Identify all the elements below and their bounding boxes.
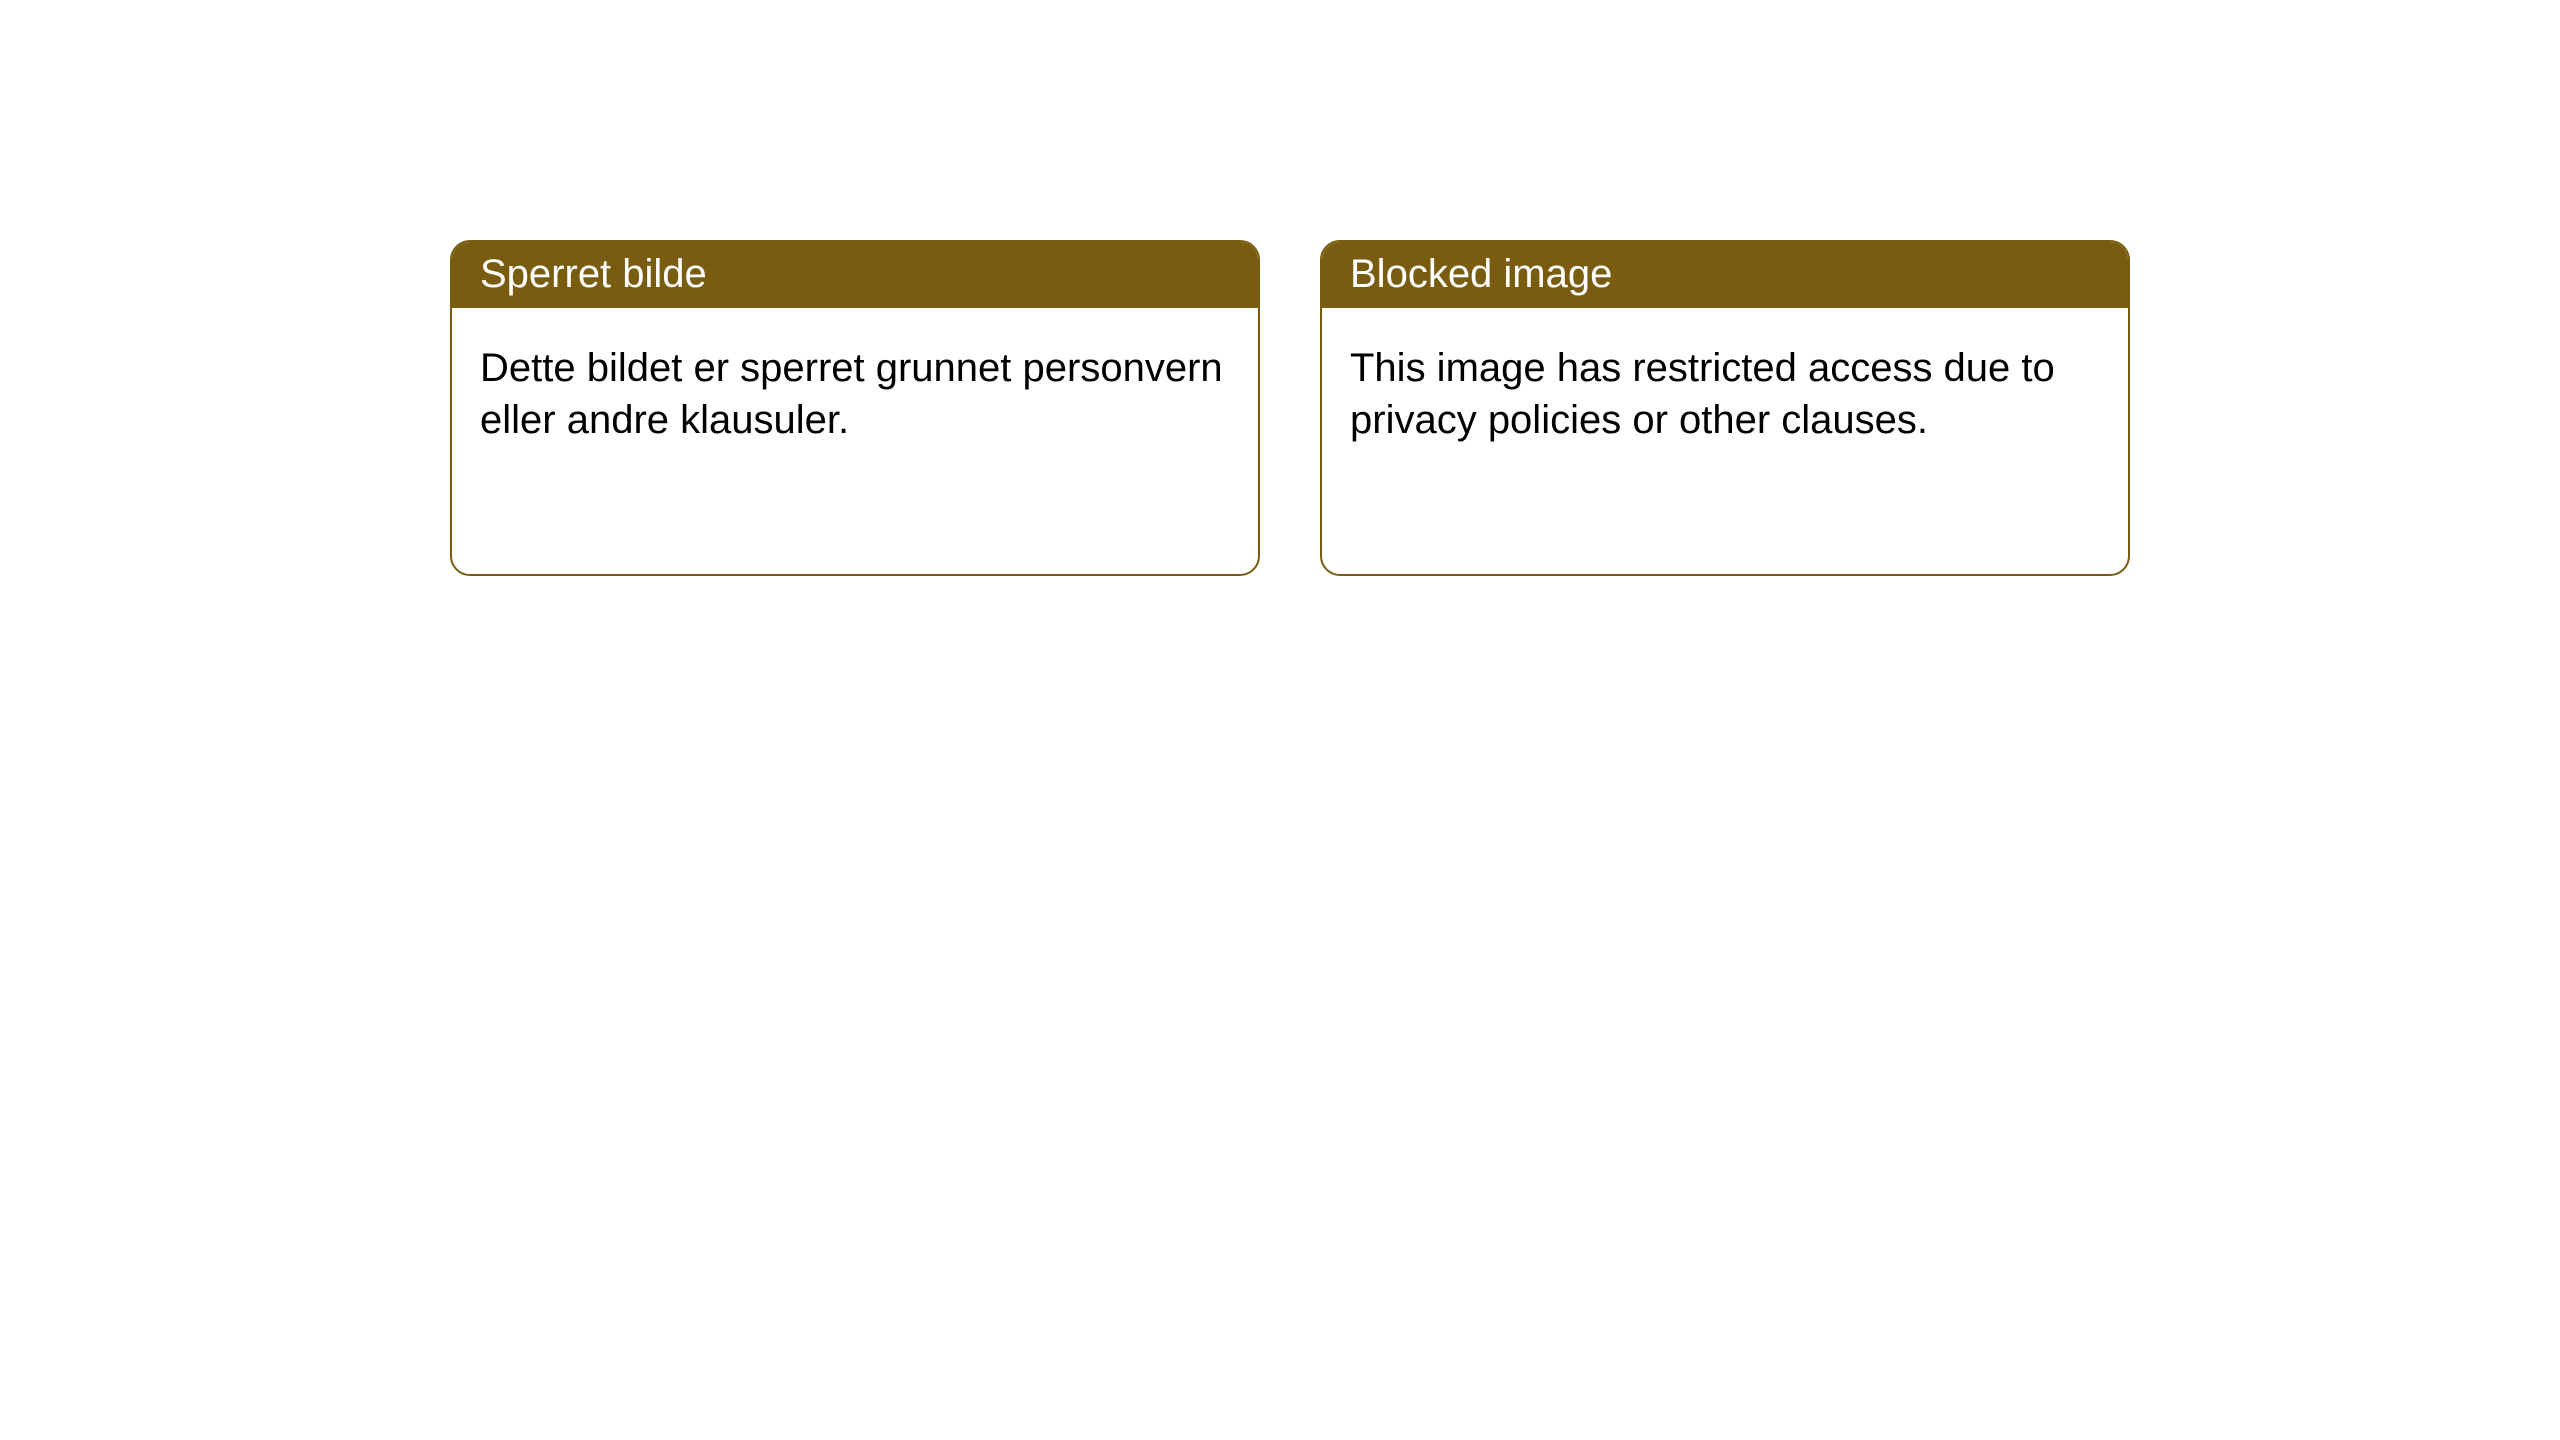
card-header-en: Blocked image: [1322, 242, 2128, 308]
notice-container: Sperret bilde Dette bildet er sperret gr…: [0, 0, 2560, 576]
card-header-no: Sperret bilde: [452, 242, 1258, 308]
card-body-en: This image has restricted access due to …: [1322, 308, 2128, 480]
blocked-image-card-no: Sperret bilde Dette bildet er sperret gr…: [450, 240, 1260, 576]
blocked-image-card-en: Blocked image This image has restricted …: [1320, 240, 2130, 576]
card-body-no: Dette bildet er sperret grunnet personve…: [452, 308, 1258, 480]
